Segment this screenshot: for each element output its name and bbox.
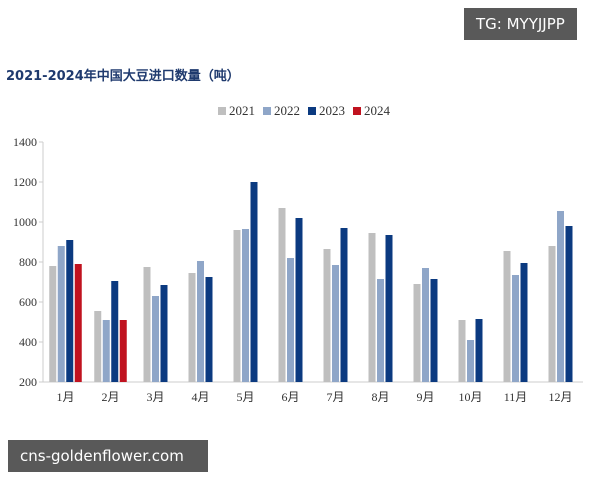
bar xyxy=(278,208,286,382)
x-tick-label: 8月 xyxy=(371,390,389,404)
y-tick-label: 800 xyxy=(19,255,37,269)
bar xyxy=(422,268,429,382)
bar xyxy=(250,182,258,382)
bar xyxy=(152,296,159,382)
legend-item: 2021 xyxy=(218,103,255,119)
x-tick-label: 11月 xyxy=(504,390,528,404)
bar xyxy=(368,233,376,382)
bar xyxy=(57,246,65,382)
bar xyxy=(102,320,110,382)
bar xyxy=(205,277,213,382)
bar xyxy=(197,261,204,382)
y-tick-label: 200 xyxy=(19,375,37,389)
bar xyxy=(119,320,127,382)
legend-item: 2024 xyxy=(353,103,390,119)
x-tick-label: 2月 xyxy=(101,390,119,404)
y-tick-label: 600 xyxy=(19,295,37,309)
bar xyxy=(233,230,241,382)
bar xyxy=(458,320,466,382)
legend-swatch xyxy=(218,107,226,115)
bar xyxy=(287,258,294,382)
bar xyxy=(430,279,438,382)
y-tick-label: 1000 xyxy=(13,215,37,229)
bar xyxy=(377,279,384,382)
watermark-top-right: TG: MYYJJPP xyxy=(464,8,577,40)
bar xyxy=(143,267,151,382)
bar xyxy=(111,281,119,382)
x-tick-label: 9月 xyxy=(416,390,434,404)
bar xyxy=(503,251,511,382)
bar xyxy=(295,218,303,382)
bar xyxy=(340,228,348,382)
legend-label: 2023 xyxy=(319,103,345,118)
x-tick-label: 6月 xyxy=(281,390,299,404)
chart-title: 2021-2024年中国大豆进口数量（吨） xyxy=(6,69,240,84)
bar xyxy=(467,340,474,382)
bar xyxy=(475,319,483,382)
bar xyxy=(242,229,249,382)
legend-label: 2024 xyxy=(364,103,390,118)
legend-swatch xyxy=(308,107,316,115)
x-tick-label: 12月 xyxy=(548,390,572,404)
bar xyxy=(94,311,102,382)
bar xyxy=(512,275,519,382)
watermark-bottom-left: cns-goldenflower.com xyxy=(8,440,208,472)
x-tick-label: 5月 xyxy=(236,390,254,404)
bar xyxy=(385,235,393,382)
x-tick-label: 7月 xyxy=(326,390,344,404)
legend-item: 2022 xyxy=(263,103,300,119)
bar xyxy=(520,263,528,382)
bar xyxy=(49,266,57,382)
bar xyxy=(413,284,421,382)
legend-swatch xyxy=(263,107,271,115)
legend-label: 2022 xyxy=(274,103,300,118)
bar xyxy=(323,249,331,382)
y-tick-label: 1400 xyxy=(13,135,37,149)
bar xyxy=(66,240,74,382)
chart-legend: 2021 2022 2023 2024 xyxy=(218,103,390,119)
bar xyxy=(160,285,168,382)
bar xyxy=(565,226,573,382)
bar xyxy=(188,273,196,382)
y-tick-label: 1200 xyxy=(13,175,37,189)
x-tick-label: 1月 xyxy=(56,390,74,404)
legend-item: 2023 xyxy=(308,103,345,119)
bar xyxy=(332,265,339,382)
y-tick-label: 400 xyxy=(19,335,37,349)
legend-label: 2021 xyxy=(229,103,255,118)
bar xyxy=(557,211,564,382)
x-tick-label: 3月 xyxy=(146,390,164,404)
bar xyxy=(548,246,556,382)
x-tick-label: 4月 xyxy=(191,390,209,404)
x-tick-label: 10月 xyxy=(458,390,482,404)
legend-swatch xyxy=(353,107,361,115)
bar xyxy=(74,264,82,382)
